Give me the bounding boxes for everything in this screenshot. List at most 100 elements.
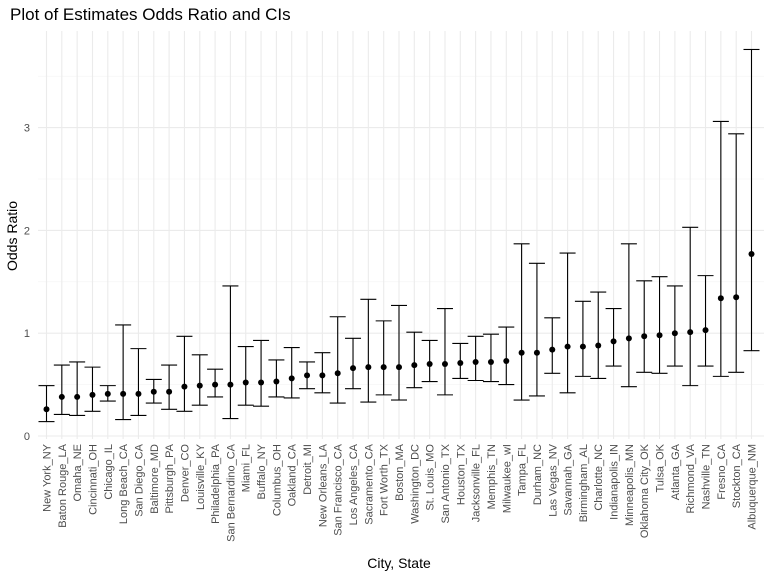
- error-bar: [728, 133, 745, 373]
- error-bar: [743, 48, 760, 352]
- estimate-point: [487, 358, 494, 365]
- x-tick-label: San Antonio_TX: [440, 443, 452, 523]
- x-axis-ticks: New York_NY Baton Rouge_LA Omaha_NE Cincinn…: [42, 443, 759, 542]
- estimate-point: [150, 388, 157, 395]
- x-tick-label: Pittsburgh_PA: [164, 443, 176, 513]
- estimate-point: [671, 330, 678, 337]
- chart-title: Plot of Estimates Odds Ratio and CIs: [10, 5, 291, 24]
- y-tick-label: 3: [24, 123, 30, 135]
- error-bar: [375, 320, 392, 396]
- x-tick-label: Albuquerque_NM: [747, 444, 759, 530]
- x-tick-label: Milwaukee_wI: [501, 444, 513, 513]
- estimate-point: [227, 381, 234, 388]
- x-tick-label: San Bernardino_CA: [225, 443, 237, 542]
- estimate-point: [334, 370, 341, 377]
- x-tick-label: Miami_FL: [241, 444, 253, 492]
- estimate-point: [304, 372, 311, 379]
- error-bar: [620, 243, 637, 388]
- y-axis-title: Odds Ratio: [4, 201, 20, 271]
- x-tick-label: Long Beach_CA: [118, 443, 130, 524]
- estimate-point: [181, 383, 188, 390]
- x-tick-label: Philadelphia_PA: [210, 443, 222, 524]
- error-bar: [391, 304, 407, 401]
- x-tick-label: Indianapolis_IN: [609, 444, 621, 520]
- y-tick-label: 1: [24, 328, 30, 340]
- x-tick-label: Detroit_MI: [302, 444, 314, 495]
- error-bar: [161, 364, 178, 410]
- error-bar: [605, 307, 622, 367]
- error-bar: [222, 285, 239, 420]
- error-bar: [436, 307, 453, 396]
- error-bar: [682, 226, 699, 387]
- estimate-point: [564, 343, 571, 350]
- estimate-point: [641, 333, 648, 340]
- error-bar: [69, 361, 86, 416]
- x-tick-label: Nashville_TN: [701, 444, 713, 509]
- x-tick-label: Los Angeles_CA: [348, 443, 360, 525]
- estimate-point: [365, 364, 372, 371]
- x-tick-label: Denver_CO: [179, 444, 191, 503]
- x-tick-label: Richmond_VA: [685, 443, 697, 513]
- error-bar: [130, 348, 147, 416]
- estimate-point: [472, 358, 479, 365]
- estimate-point: [258, 379, 265, 386]
- x-tick-label: Stockton_CA: [731, 443, 743, 508]
- x-tick-label: Memphis_TN: [486, 444, 498, 509]
- x-tick-label: Buffalo_NY: [256, 443, 268, 499]
- error-bar: [697, 275, 714, 367]
- estimate-point: [579, 343, 586, 350]
- error-bar: [53, 364, 70, 415]
- estimate-point: [533, 349, 540, 356]
- x-tick-label: Durham_NC: [532, 444, 544, 505]
- error-bar: [467, 335, 484, 382]
- error-bar: [528, 262, 545, 397]
- y-axis-ticks: 0 1 2 3: [24, 123, 30, 443]
- estimate-point: [120, 390, 127, 397]
- estimate-point: [89, 391, 96, 398]
- error-bar: [651, 276, 668, 374]
- x-tick-label: Savannah_GA: [563, 443, 575, 515]
- error-bar: [84, 366, 101, 412]
- error-bar: [636, 280, 653, 373]
- estimate-point: [135, 390, 142, 397]
- estimate-point: [58, 393, 65, 400]
- error-bar: [406, 331, 423, 389]
- error-bar: [574, 300, 591, 377]
- x-tick-label: New Orleans_LA: [317, 443, 329, 527]
- x-tick-label: Cincinnati_OH: [87, 444, 99, 515]
- error-bar: [559, 252, 576, 394]
- error-bars: [38, 48, 760, 423]
- estimate-point: [104, 390, 111, 397]
- estimate-points: [43, 251, 755, 413]
- error-bar: [176, 335, 193, 412]
- x-tick-label: Birmingham_AL: [578, 444, 590, 522]
- x-tick-label: Oklahoma City_OK: [639, 443, 651, 538]
- x-tick-label: Baltimore_MD: [149, 444, 161, 514]
- estimate-point: [166, 388, 173, 395]
- error-bar: [191, 354, 208, 406]
- error-bar: [498, 326, 515, 386]
- error-bar: [513, 243, 530, 401]
- x-tick-label: Washington_DC: [409, 444, 421, 524]
- estimate-point: [288, 375, 295, 382]
- estimate-point: [426, 361, 433, 368]
- x-tick-label: Jacksonville_FL: [471, 444, 483, 522]
- estimate-point: [74, 393, 81, 400]
- estimate-point: [518, 349, 525, 356]
- error-bar: [345, 337, 362, 390]
- estimate-point: [212, 381, 219, 388]
- x-tick-label: Charlotte_NC: [593, 444, 605, 511]
- error-bar: [544, 317, 561, 374]
- estimate-point: [396, 364, 402, 371]
- x-tick-label: Tampa_FL: [517, 444, 529, 496]
- estimate-point: [733, 294, 740, 301]
- estimate-point: [43, 406, 50, 413]
- x-tick-label: Tulsa_OK: [655, 443, 667, 492]
- y-tick-label: 0: [24, 431, 30, 443]
- error-bar: [283, 347, 300, 399]
- error-bar: [666, 285, 683, 367]
- error-bar: [590, 291, 607, 379]
- error-bar: [712, 120, 729, 377]
- estimate-point: [273, 378, 280, 385]
- error-bar: [482, 333, 499, 383]
